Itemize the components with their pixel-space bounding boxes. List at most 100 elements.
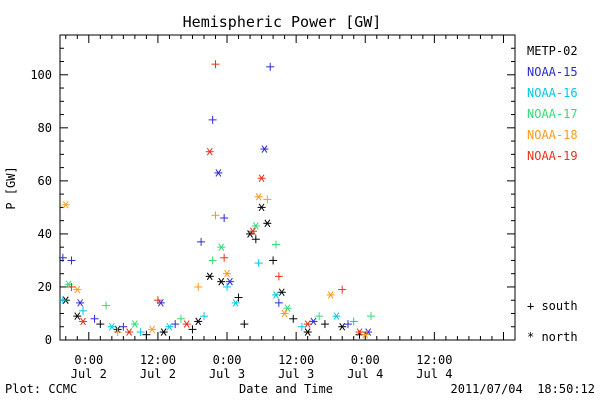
data-point-south — [240, 320, 249, 329]
x-tick-label-date: Jul 3 — [278, 367, 314, 381]
legend-item: NOAA-19 — [527, 149, 578, 163]
data-point-south — [274, 298, 283, 307]
x-tick-label-time: 12:00 — [416, 353, 452, 367]
data-point-north — [73, 285, 82, 294]
data-point-south — [67, 256, 76, 265]
data-point-south — [315, 312, 324, 321]
series-legend: METP-02 NOAA-15 NOAA-16 NOAA-17 NOAA-18 NOAA-… — [527, 44, 578, 163]
data-point-south — [271, 240, 280, 249]
data-point-north — [159, 328, 168, 336]
plot-frame — [59, 34, 516, 341]
data-point-north — [223, 269, 232, 278]
data-point-south — [297, 322, 306, 331]
data-point-north — [248, 227, 257, 236]
y-tick-label: 20 — [38, 280, 52, 294]
data-point-north — [326, 291, 335, 299]
y-axis: 0 20 40 60 80 100 — [30, 47, 515, 347]
data-point-south — [194, 282, 203, 291]
data-point-south — [136, 328, 145, 337]
data-point-north — [263, 219, 272, 228]
legend-item: NOAA-18 — [527, 128, 578, 142]
data-point-south — [79, 306, 88, 315]
data-point-south — [223, 282, 232, 291]
x-axis-label: Date and Time — [239, 382, 333, 396]
data-point-south — [171, 320, 180, 329]
data-points — [58, 60, 376, 339]
data-point-south — [199, 312, 208, 321]
data-point-north — [165, 322, 174, 331]
data-point-south — [211, 211, 220, 220]
data-point-south — [234, 293, 243, 302]
data-point-north — [283, 304, 292, 312]
footer-plot-source: Plot: CCMC — [5, 382, 77, 396]
data-point-south — [113, 328, 122, 337]
y-tick-label: 60 — [38, 174, 52, 188]
data-point-north — [332, 312, 341, 320]
x-tick-label-time: 12:00 — [278, 353, 314, 367]
series-noaa-15 — [58, 62, 373, 336]
data-point-south — [251, 235, 260, 244]
data-point-north — [361, 330, 370, 339]
data-point-north — [73, 312, 82, 320]
y-tick-label: 40 — [38, 227, 52, 241]
marker-legend: + south * north — [527, 299, 578, 344]
data-point-north — [257, 203, 266, 212]
data-point-south — [349, 317, 358, 326]
x-tick-label-time: 0:00 — [74, 353, 103, 367]
data-point-south — [176, 314, 185, 323]
data-point-south — [254, 259, 263, 268]
data-point-north — [205, 147, 214, 156]
data-point-south — [211, 60, 220, 69]
legend-item: NOAA-15 — [527, 65, 578, 79]
data-point-south — [208, 256, 217, 265]
data-point-south — [90, 314, 99, 323]
data-point-north — [231, 299, 240, 307]
data-point-north — [260, 145, 269, 153]
data-point-north — [76, 299, 85, 307]
data-point-south — [67, 282, 76, 291]
chart-title: Hemispheric Power [GW] — [183, 13, 382, 31]
data-point-north — [309, 317, 318, 326]
data-point-north — [79, 317, 88, 326]
series-metp-02 — [61, 203, 364, 339]
data-point-north — [217, 277, 226, 286]
data-point-south — [102, 301, 111, 310]
x-tick-label-date: Jul 4 — [347, 367, 383, 381]
data-point-north — [254, 192, 263, 201]
series-noaa-17 — [64, 222, 376, 328]
y-tick-label: 100 — [30, 68, 52, 82]
x-tick-label-time: 0:00 — [213, 353, 242, 367]
series-noaa-16 — [58, 259, 358, 337]
data-point-north — [205, 272, 214, 281]
marker-legend-item: + south — [527, 299, 578, 313]
data-point-south — [208, 115, 217, 124]
data-point-north — [225, 277, 234, 286]
y-axis-label: P [GW] — [4, 166, 18, 209]
data-point-south — [58, 296, 67, 305]
data-point-north — [257, 174, 266, 183]
x-tick-label-date: Jul 2 — [140, 367, 176, 381]
data-point-south — [274, 272, 283, 281]
data-point-north — [148, 325, 157, 334]
data-point-south — [343, 320, 352, 329]
data-point-south — [266, 62, 275, 71]
x-tick-label-time: 12:00 — [140, 353, 176, 367]
data-point-south — [220, 214, 229, 222]
data-point-north — [182, 320, 191, 328]
data-point-south — [220, 253, 229, 262]
data-point-north — [251, 222, 260, 230]
data-point-north — [61, 200, 70, 209]
legend-item: NOAA-16 — [527, 86, 578, 100]
data-point-south — [269, 256, 278, 265]
legend-item: NOAA-17 — [527, 107, 578, 121]
series-noaa-18 — [61, 192, 370, 339]
data-point-north — [271, 291, 280, 299]
legend-item: METP-02 — [527, 44, 578, 58]
data-point-south — [289, 314, 298, 323]
x-tick-label-date: Jul 2 — [71, 367, 107, 381]
x-tick-label-date: Jul 3 — [209, 367, 245, 381]
x-tick-label-time: 0:00 — [351, 353, 380, 367]
data-point-north — [194, 317, 203, 326]
